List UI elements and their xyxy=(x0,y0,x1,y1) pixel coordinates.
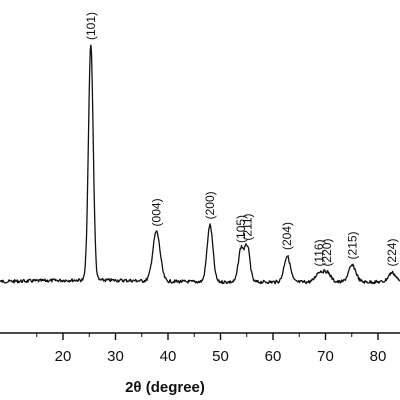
peak-label: (105) xyxy=(234,215,248,243)
peak-label: (224) xyxy=(385,239,399,267)
peak-label: (220) xyxy=(320,239,334,267)
plot-area xyxy=(0,44,400,285)
xrd-pattern-line xyxy=(0,44,400,285)
x-tick-label: 50 xyxy=(212,348,229,365)
x-tick-label: 30 xyxy=(107,348,124,365)
peak-label: (211) xyxy=(240,213,254,240)
x-tick-label: 20 xyxy=(55,348,72,365)
x-tick-label: 60 xyxy=(265,348,282,365)
x-tick-label: 40 xyxy=(160,348,177,365)
peak-label: (004) xyxy=(149,198,163,226)
x-tick-label: 70 xyxy=(317,348,334,365)
peak-labels: (101) (004) (200) (105)(211) (204) (116)(220)… xyxy=(84,12,399,267)
x-tick-label: 80 xyxy=(370,348,387,365)
peak-label: (116) xyxy=(312,239,326,266)
peak-label: (101) xyxy=(84,12,98,40)
peak-label: (204) xyxy=(280,222,294,250)
x-axis-title: 2θ (degree) xyxy=(125,379,205,396)
x-axis-ticks xyxy=(36,333,379,340)
x-axis-tick-labels: 203040506070809 xyxy=(55,348,387,365)
peak-label: (215) xyxy=(345,231,359,259)
peak-label: (200) xyxy=(203,191,217,219)
